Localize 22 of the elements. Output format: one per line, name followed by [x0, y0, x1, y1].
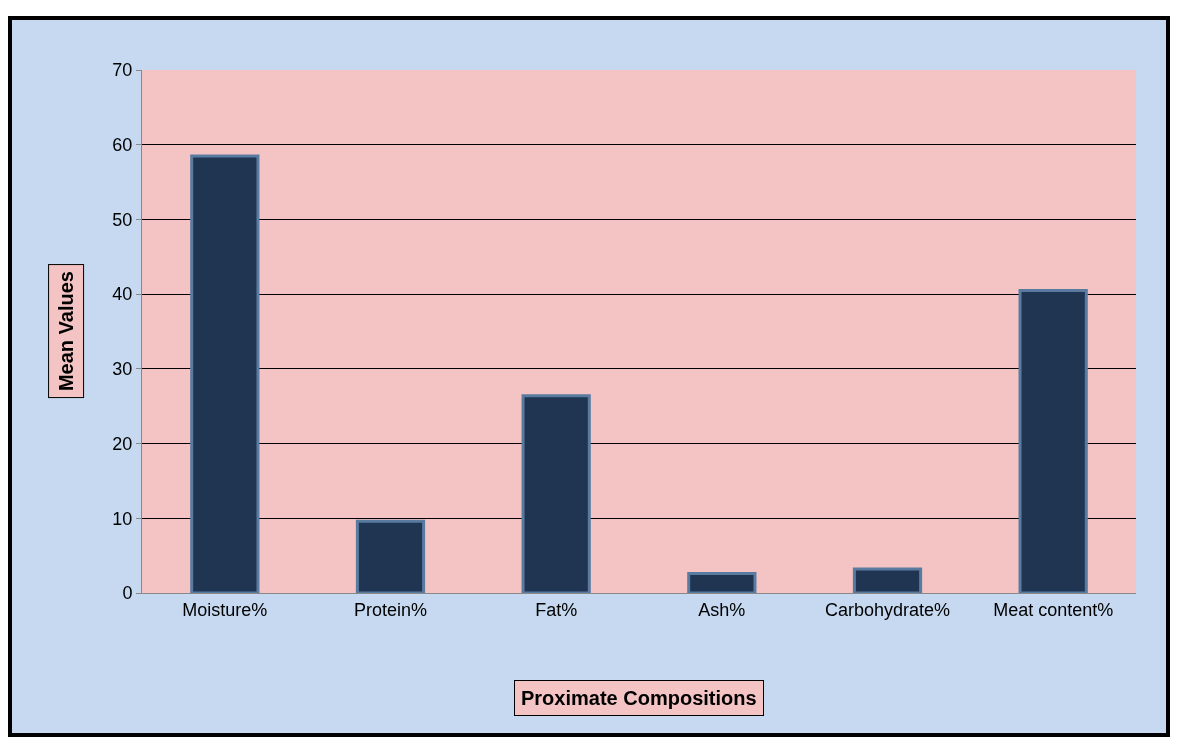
y-tick-label: 20 [112, 433, 133, 454]
x-tick-label: Fat% [535, 599, 578, 620]
y-tick-label: 40 [112, 284, 133, 305]
bar [190, 154, 260, 593]
y-tick-label: 10 [112, 508, 133, 529]
y-tick-label: 30 [112, 359, 133, 380]
y-tick-label: 60 [112, 135, 133, 156]
x-tick-label: Protein% [353, 599, 428, 620]
y-axis-title: Mean Values [55, 271, 78, 392]
x-tick-label: Meat content% [993, 599, 1114, 620]
bar [687, 572, 757, 593]
y-tick-label: 0 [122, 583, 133, 604]
bar [1018, 288, 1088, 593]
x-axis-title: Proximate Compositions [521, 687, 757, 709]
bar [521, 394, 591, 593]
x-tick-label: Moisture% [182, 599, 268, 620]
bar [355, 519, 426, 593]
x-tick-label: Ash% [698, 599, 746, 620]
bar [852, 567, 923, 593]
y-tick-label: 70 [112, 60, 133, 81]
y-tick-label: 50 [112, 209, 133, 230]
x-tick-label: Carbohydrate% [824, 599, 951, 620]
